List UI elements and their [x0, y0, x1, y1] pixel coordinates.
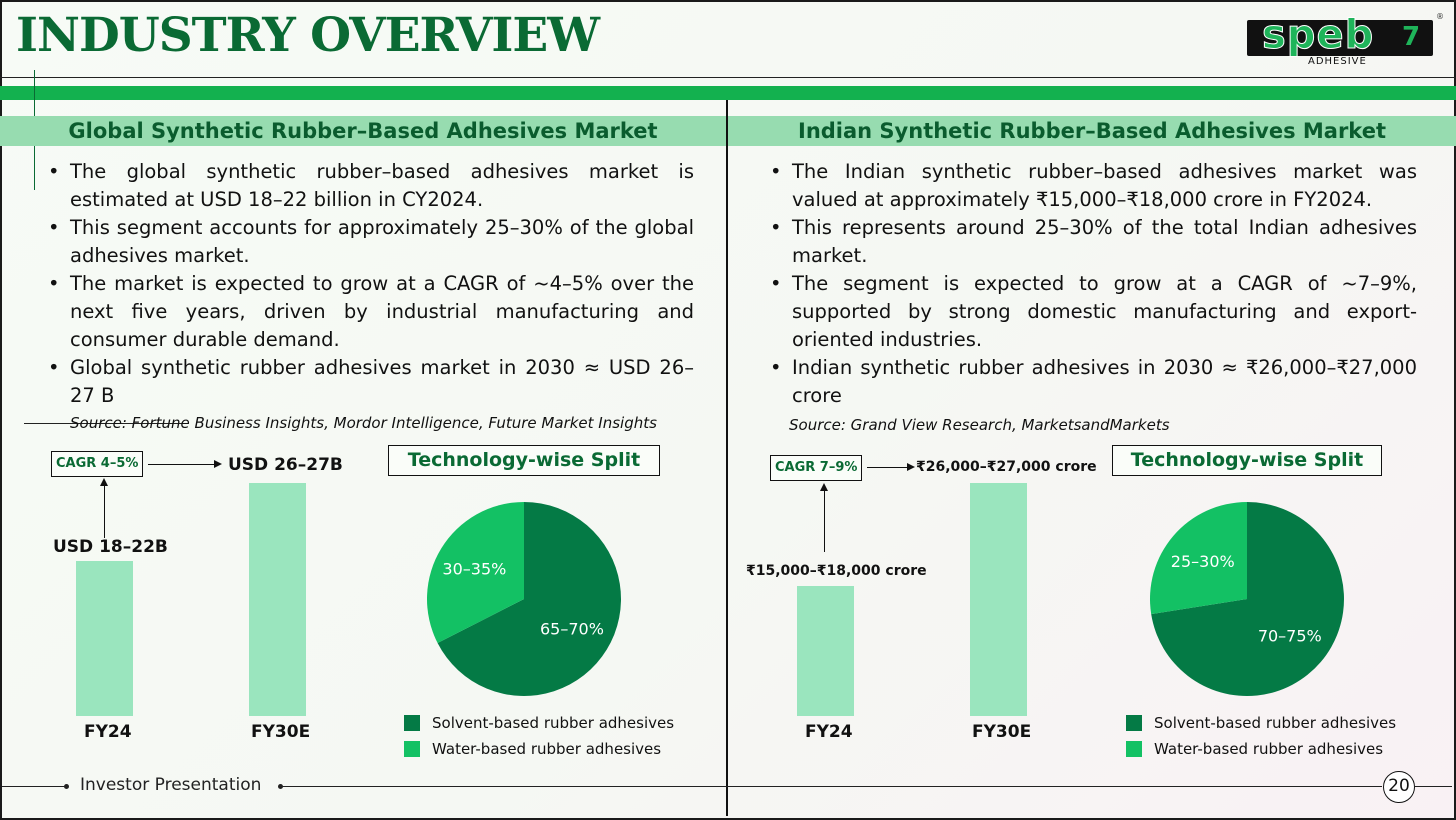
logo-brand: speb [1261, 12, 1375, 59]
footer-rule-end [1415, 786, 1452, 787]
india-cagr-arrowhead [907, 463, 915, 471]
footer-rule-left [2, 786, 66, 787]
india-section-heading: Indian Synthetic Rubber–Based Adhesives … [728, 116, 1456, 146]
logo-mark: 7 [1402, 22, 1421, 52]
global-bullet-list: The global synthetic rubber–based adhesi… [44, 158, 694, 410]
global-cagr-arrowhead [214, 460, 222, 468]
india-cagr-arrow-h [867, 467, 907, 468]
india-source: Source: Grand View Research, MarketsandM… [789, 416, 1170, 434]
india-bar-fy30e [970, 483, 1027, 716]
india-bar-fy24 [797, 586, 854, 716]
footer-label: Investor Presentation [80, 775, 262, 795]
global-cagr-badge: CAGR 4–5% [51, 451, 144, 477]
global-bullet-4: Global synthetic rubber adhesives market… [44, 354, 694, 410]
footer-rule-right [282, 786, 1382, 787]
column-divider [726, 100, 728, 816]
india-pie-label-water: 25–30% [1171, 552, 1235, 571]
global-pie-slice-water [427, 502, 524, 644]
india-cagr-badge: CAGR 7–9% [770, 455, 863, 481]
global-bullet-2: This segment accounts for approximately … [44, 214, 694, 270]
global-source: Source: Fortune Business Insights, Mordo… [70, 414, 657, 432]
global-cagr-arrowhead-up [100, 478, 108, 486]
global-bar-fy24-label: USD 18–22B [53, 537, 168, 557]
india-xcat-fy30e: FY30E [972, 722, 1032, 742]
global-xcat-fy30e: FY30E [251, 722, 311, 742]
india-cagr-arrowhead-up [820, 483, 828, 491]
header-rule [0, 77, 1456, 78]
india-bullet-1: The Indian synthetic rubber–based adhesi… [766, 158, 1417, 214]
india-legend-water: Water-based rubber adhesives [1126, 740, 1383, 758]
india-legend-water-label: Water-based rubber adhesives [1154, 740, 1384, 758]
india-pie-chart: 70–75% 25–30% [1150, 502, 1344, 696]
global-legend-water-label: Water-based rubber adhesives [432, 740, 662, 758]
global-legend-solvent-label: Solvent-based rubber adhesives [432, 714, 675, 732]
footer-dot-mid [278, 784, 283, 789]
water-swatch-icon [1126, 741, 1142, 757]
logo-subtitle: ADHESIVE [1308, 56, 1367, 67]
global-bar-fy24 [76, 561, 133, 716]
india-bullet-3: The segment is expected to grow at a CAG… [766, 270, 1417, 354]
global-cagr-arrow-v [104, 484, 105, 538]
source-strike-line [24, 423, 186, 424]
header-green-band [0, 86, 1456, 100]
india-bullet-list: The Indian synthetic rubber–based adhesi… [766, 158, 1417, 410]
water-swatch-icon [404, 741, 420, 757]
solvent-swatch-icon [404, 715, 420, 731]
global-pie-label-water: 30–35% [442, 560, 506, 579]
footer-dot-left [64, 784, 69, 789]
global-pie-label-solvent: 65–70% [540, 619, 604, 638]
india-bullet-2: This represents around 25–30% of the tot… [766, 214, 1417, 270]
india-bar-fy24-label: ₹15,000–₹18,000 crore [746, 563, 927, 579]
india-pie-slice-solvent [1151, 502, 1344, 696]
india-cagr-arrow-v [824, 489, 825, 552]
global-split-title: Technology-wise Split [388, 445, 660, 476]
solvent-swatch-icon [1126, 715, 1142, 731]
india-legend-solvent-label: Solvent-based rubber adhesives [1154, 714, 1397, 732]
india-legend-solvent: Solvent-based rubber adhesives [1126, 714, 1396, 732]
global-bullet-1: The global synthetic rubber–based adhesi… [44, 158, 694, 214]
logo-background [1247, 20, 1433, 56]
page-number: 20 [1383, 771, 1415, 803]
india-bullet-4: Indian synthetic rubber adhesives in 203… [766, 354, 1417, 410]
global-pie-chart: 65–70% 30–35% [427, 502, 621, 696]
global-cagr-arrow-h [148, 464, 214, 465]
global-legend-solvent: Solvent-based rubber adhesives [404, 714, 674, 732]
global-xcat-fy24: FY24 [84, 722, 132, 742]
india-bar-fy30e-label: ₹26,000–₹27,000 crore [916, 459, 1097, 475]
india-xcat-fy24: FY24 [805, 722, 853, 742]
india-pie-label-solvent: 70–75% [1258, 627, 1322, 646]
global-bullet-3: The market is expected to grow at a CAGR… [44, 270, 694, 354]
india-split-title: Technology-wise Split [1112, 445, 1382, 476]
global-pie-slice-solvent [437, 502, 621, 696]
global-bar-fy30e-label: USD 26–27B [228, 455, 343, 475]
global-bar-fy30e [249, 483, 306, 716]
india-pie-slice-water [1150, 502, 1247, 615]
page-title: INDUSTRY OVERVIEW [16, 8, 600, 63]
global-section-heading: Global Synthetic Rubber–Based Adhesives … [0, 116, 726, 146]
logo-registered-mark: ® [1436, 12, 1444, 21]
global-legend-water: Water-based rubber adhesives [404, 740, 661, 758]
